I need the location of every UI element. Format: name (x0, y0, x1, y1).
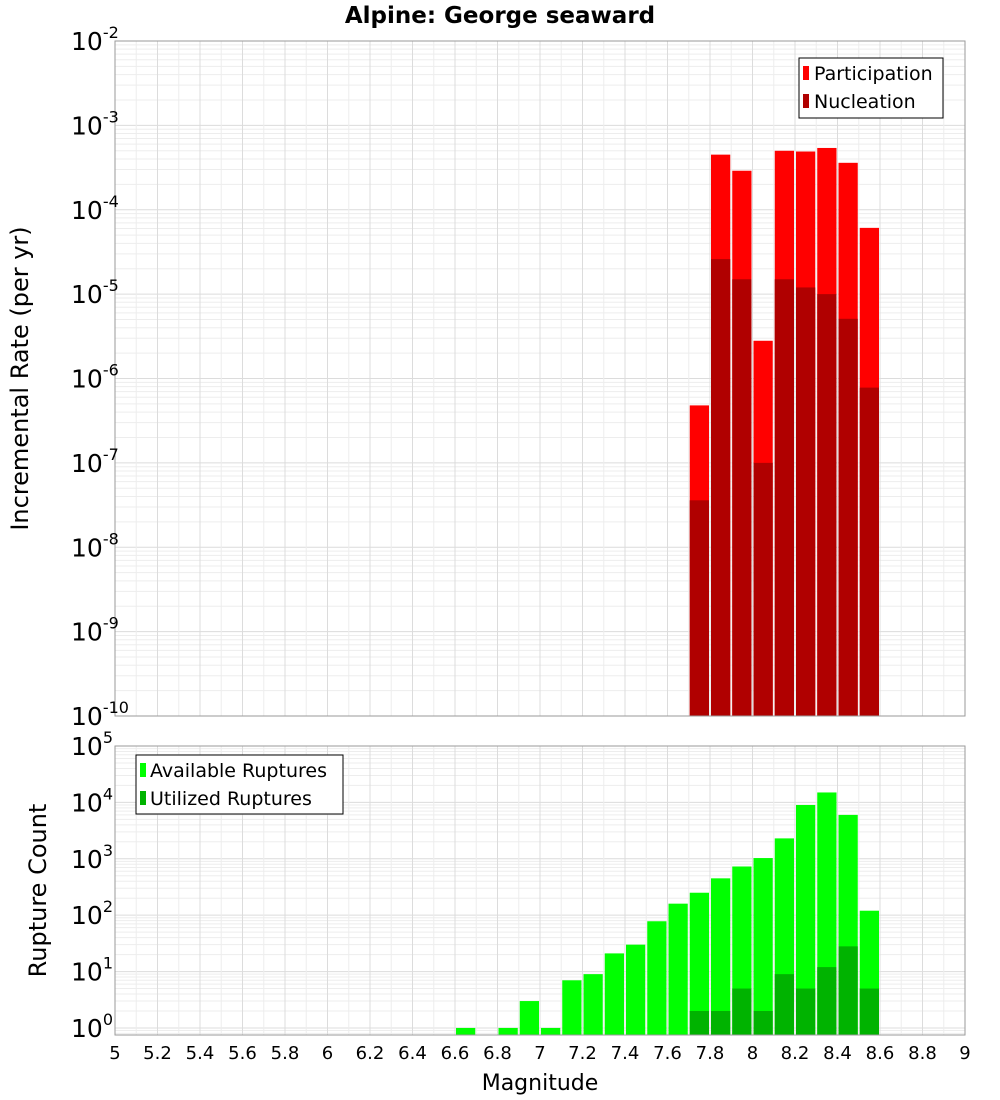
x-tick-label: 5.2 (143, 1043, 172, 1064)
bottom-legend: Available Ruptures Utilized Ruptures (135, 754, 344, 815)
x-tick-label: 8.8 (908, 1043, 937, 1064)
bottom-y-tick-label: 100 (71, 1010, 113, 1043)
x-axis-label: Magnitude (482, 1071, 599, 1096)
x-tick-label: 9 (959, 1043, 970, 1064)
x-tick-label: 6 (322, 1043, 333, 1064)
top-y-tick-label: 10-5 (71, 276, 119, 309)
top-legend-box (798, 57, 944, 119)
top-legend: Participation Nucleation (798, 57, 944, 119)
x-tick-label: 7.2 (568, 1043, 597, 1064)
x-tick-label: 6.2 (356, 1043, 385, 1064)
top-y-tick-label: 10-9 (71, 614, 119, 647)
nucleation-bar (732, 279, 752, 716)
legend-label-utilized-ruptures: Utilized Ruptures (150, 788, 312, 810)
available-ruptures-bar (796, 804, 816, 1035)
legend-swatch-participation (803, 66, 809, 80)
x-tick-label: 5.6 (228, 1043, 257, 1064)
bottom-y-axis-label: Rupture Count (24, 804, 52, 978)
available-ruptures-bar (647, 921, 667, 1035)
top-y-tick-label: 10-3 (71, 107, 119, 140)
available-ruptures-bar (711, 878, 731, 1035)
bottom-y-tick-label: 104 (71, 784, 113, 817)
utilized-ruptures-bar (753, 1010, 773, 1035)
bottom-plot-border (114, 745, 966, 1036)
utilized-ruptures-bar (711, 1010, 731, 1035)
bottom-y-tick-labels: 100 101 102 103 104 105 (71, 728, 113, 1043)
bottom-y-tick-label: 105 (71, 728, 113, 761)
x-tick-label: 7 (534, 1043, 545, 1064)
available-ruptures-bar (626, 944, 646, 1035)
available-ruptures-bar (519, 1001, 539, 1035)
top-y-tick-label: 10-2 (71, 23, 119, 56)
legend-swatch-available-ruptures (140, 763, 146, 777)
bottom-y-tick-label: 102 (71, 897, 113, 930)
x-tick-labels: 5 5.2 5.4 5.6 5.8 6 6.2 6.4 6.6 6.8 7 7.2 7.4 7.6 7.8 8… (109, 1043, 970, 1064)
top-bars (689, 147, 879, 716)
nucleation-bar (711, 259, 731, 716)
x-tick-label: 8.4 (823, 1043, 852, 1064)
chart-title: Alpine: George seaward (345, 3, 655, 29)
bottom-y-tick-label: 103 (71, 841, 113, 874)
available-ruptures-bar (668, 903, 688, 1035)
top-plot-border (114, 40, 966, 717)
utilized-ruptures-bar (689, 1010, 709, 1035)
utilized-ruptures-bar (732, 988, 752, 1035)
available-ruptures-bar (583, 974, 603, 1035)
nucleation-bar (859, 387, 879, 716)
top-y-tick-label: 10-7 (71, 445, 119, 478)
x-tick-label: 7.6 (653, 1043, 682, 1064)
nucleation-bar (753, 462, 773, 716)
legend-swatch-utilized-ruptures (140, 791, 146, 805)
utilized-ruptures-bar (774, 974, 794, 1035)
x-tick-label: 8 (747, 1043, 758, 1064)
top-panel: 10-10 10-9 10-8 10-7 10-6 10-5 10-4 10-3 10-2 In… (6, 23, 966, 731)
available-ruptures-bar (456, 1027, 476, 1035)
x-tick-label: 6.6 (441, 1043, 470, 1064)
x-tick-label: 8.6 (866, 1043, 895, 1064)
top-y-axis-label: Incremental Rate (per yr) (6, 226, 34, 530)
available-ruptures-bar (689, 892, 709, 1035)
nucleation-bar (838, 318, 858, 716)
x-tick-label: 5 (109, 1043, 120, 1064)
legend-label-participation: Participation (814, 63, 933, 85)
utilized-ruptures-bar (796, 988, 816, 1035)
top-y-tick-label: 10-6 (71, 361, 119, 394)
available-ruptures-bar (541, 1027, 561, 1035)
x-tick-label: 6.4 (398, 1043, 427, 1064)
legend-label-nucleation: Nucleation (814, 91, 916, 113)
utilized-ruptures-bar (859, 988, 879, 1035)
bottom-bars (456, 792, 879, 1035)
nucleation-bar (796, 287, 816, 716)
legend-label-available-ruptures: Available Ruptures (150, 760, 327, 782)
x-tick-label: 7.8 (696, 1043, 725, 1064)
x-tick-label: 5.4 (186, 1043, 215, 1064)
available-ruptures-bar (753, 858, 773, 1035)
top-y-tick-label: 10-10 (71, 698, 129, 731)
bottom-y-tick-label: 101 (71, 954, 113, 987)
top-gridlines (114, 40, 966, 717)
x-tick-label: 6.8 (483, 1043, 512, 1064)
utilized-ruptures-bar (838, 946, 858, 1035)
nucleation-bar (817, 294, 837, 716)
bottom-legend-box (135, 754, 344, 815)
bottom-panel: 100 101 102 103 104 105 5 5.2 5.4 5.6 5.8 6 6.2 6.4 6… (24, 728, 971, 1096)
legend-swatch-nucleation (803, 94, 809, 108)
available-ruptures-bar (604, 953, 624, 1035)
x-tick-label: 8.2 (781, 1043, 810, 1064)
top-y-tick-label: 10-8 (71, 529, 119, 562)
utilized-ruptures-bar (817, 967, 837, 1035)
x-tick-label: 7.4 (611, 1043, 640, 1064)
x-tick-label: 5.8 (271, 1043, 300, 1064)
nucleation-bar (774, 279, 794, 716)
top-y-tick-labels: 10-10 10-9 10-8 10-7 10-6 10-5 10-4 10-3 10-2 (71, 23, 129, 731)
top-y-tick-label: 10-4 (71, 192, 119, 225)
nucleation-bar (689, 500, 709, 716)
available-ruptures-bar (498, 1027, 518, 1035)
available-ruptures-bar (562, 980, 582, 1035)
